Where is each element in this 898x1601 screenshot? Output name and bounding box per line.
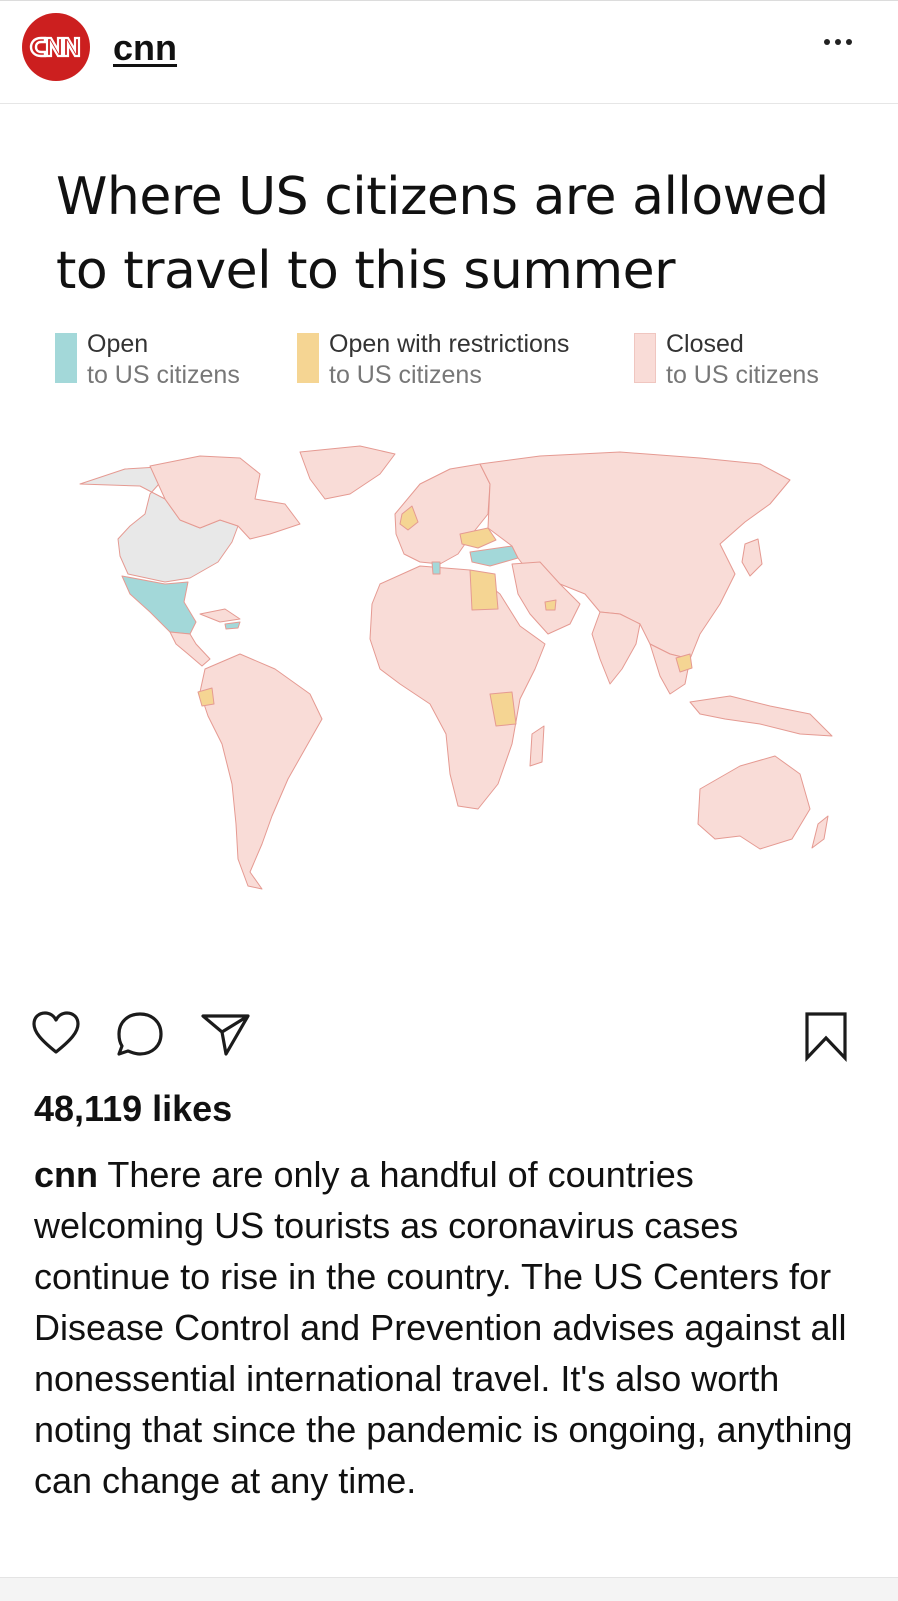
heart-icon[interactable] <box>31 1010 81 1056</box>
username-link[interactable]: cnn <box>113 27 178 68</box>
indonesia <box>689 695 833 737</box>
legend-swatch-open <box>55 333 77 383</box>
central-america <box>169 631 211 667</box>
japan <box>741 538 763 577</box>
legend-sub-open: to US citizens <box>87 361 240 389</box>
legend-sub-closed: to US citizens <box>666 361 819 389</box>
egypt-restricted <box>469 569 499 611</box>
legend-label-restricted: Open with restrictions <box>329 330 570 358</box>
new-zealand <box>811 815 829 849</box>
post-header: cnn <box>0 1 898 104</box>
likes-count[interactable]: 48,119 likes <box>34 1088 233 1129</box>
mexico <box>121 575 197 635</box>
south-america <box>199 653 323 890</box>
caption-username[interactable]: cnn <box>34 1154 99 1195</box>
top-divider <box>0 0 898 1</box>
legend-swatch-restricted <box>297 333 319 383</box>
comment-icon[interactable] <box>115 1010 165 1058</box>
cambodia-restricted <box>675 653 693 673</box>
tanzania-restricted <box>489 691 517 727</box>
india <box>591 611 641 685</box>
legend-swatch-closed <box>634 333 656 383</box>
caption-text: There are only a handful of countries we… <box>34 1154 853 1501</box>
post-image[interactable]: Where US citizens are allowed to travel … <box>0 104 898 994</box>
africa <box>369 565 546 810</box>
ecuador-restricted <box>197 687 215 707</box>
bookmark-icon[interactable] <box>803 1010 849 1062</box>
avatar[interactable] <box>22 13 90 81</box>
australia <box>697 755 811 850</box>
bottom-bar <box>0 1577 898 1601</box>
middle-east <box>511 561 581 635</box>
legend-sub-restricted: to US citizens <box>329 361 482 389</box>
caribbean-open <box>224 621 241 630</box>
greenland <box>299 445 396 500</box>
turkey-open <box>469 545 519 567</box>
action-bar <box>0 1000 898 1070</box>
cnn-logo-icon <box>29 36 81 58</box>
post-caption: cnn There are only a handful of countrie… <box>34 1149 870 1506</box>
share-icon[interactable] <box>200 1010 252 1058</box>
balkans-restricted <box>459 527 497 549</box>
legend-label-closed: Closed <box>666 330 744 358</box>
more-options-icon[interactable] <box>824 39 852 45</box>
uae-restricted <box>544 599 557 611</box>
caribbean <box>199 608 241 623</box>
uk-restricted <box>399 505 419 531</box>
post-title: Where US citizens are allowed to travel … <box>56 167 829 301</box>
world-map <box>79 445 833 890</box>
legend-label-open: Open <box>87 330 149 358</box>
madagascar <box>529 725 545 767</box>
tunisia-open <box>431 561 441 575</box>
canada-greenland <box>149 455 301 540</box>
